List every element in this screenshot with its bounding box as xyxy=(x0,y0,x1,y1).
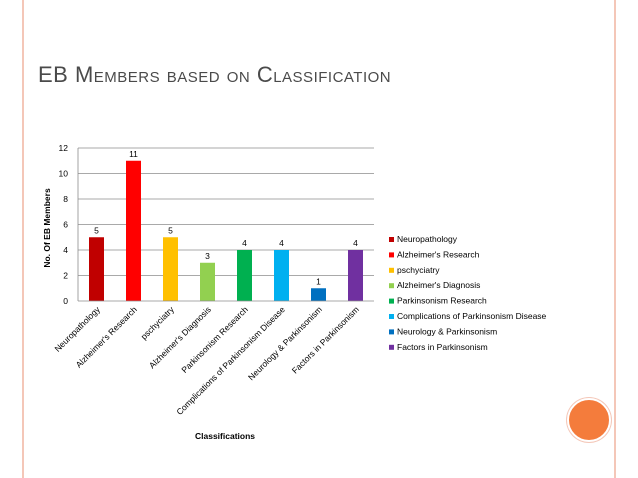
legend-label: Parkinsonism Research xyxy=(397,296,487,306)
slide-title: EB Members based on Classification xyxy=(38,62,392,87)
legend-swatch xyxy=(389,314,394,319)
x-tick-label: Factors in Parkinsonism xyxy=(290,304,361,375)
y-tick-label: 8 xyxy=(63,194,68,204)
legend-swatch xyxy=(389,237,394,242)
bar xyxy=(163,237,178,301)
y-tick-label: 6 xyxy=(63,220,68,230)
bar xyxy=(126,160,141,301)
data-label: 5 xyxy=(94,225,99,235)
legend-label: Alzheimer's Research xyxy=(397,249,480,259)
legend-label: pschyciatry xyxy=(397,265,440,275)
legend-label: Neuropathology xyxy=(397,234,458,244)
x-tick-label: pschyciatry xyxy=(139,304,177,342)
y-axis-label: No. Of EB Members xyxy=(42,188,52,268)
y-tick-label: 12 xyxy=(59,143,69,153)
bar xyxy=(89,237,104,301)
slide-left-border xyxy=(0,0,24,478)
bar xyxy=(237,250,252,301)
x-tick-label: Alzheimer's Diagnosis xyxy=(147,304,213,370)
legend-swatch xyxy=(389,344,394,350)
y-tick-label: 4 xyxy=(63,245,68,255)
legend-swatch xyxy=(389,267,394,273)
slide-right-border xyxy=(614,0,638,478)
y-tick-label: 10 xyxy=(59,169,69,179)
legend-label: Alzheimer's Diagnosis xyxy=(397,280,480,290)
data-label: 1 xyxy=(316,276,321,286)
decorative-orange-circle xyxy=(567,398,611,442)
x-tick-label: Parkinsonism Research xyxy=(179,304,250,375)
y-tick-label: 2 xyxy=(63,271,68,281)
data-label: 4 xyxy=(353,238,358,248)
bar xyxy=(311,288,326,301)
legend-label: Neurology & Parkinsonism xyxy=(397,326,497,336)
legend-swatch xyxy=(389,283,394,289)
legend-swatch xyxy=(389,298,394,304)
x-tick-label: Alzheimer's Research xyxy=(74,304,140,370)
data-label: 4 xyxy=(279,238,284,248)
legend-label: Factors in Parkinsonism xyxy=(397,342,488,352)
x-tick-label: Neurology & Parkinsonism xyxy=(246,304,324,382)
bar xyxy=(348,250,363,301)
legend-label: Complications of Parkinsonism Disease xyxy=(397,311,547,321)
y-tick-label: 0 xyxy=(63,296,68,306)
legend-swatch xyxy=(389,252,394,258)
x-axis-label: Classifications xyxy=(195,431,255,441)
bar xyxy=(200,262,215,301)
data-label: 4 xyxy=(242,238,247,248)
bar xyxy=(274,250,289,301)
data-label: 5 xyxy=(168,225,173,235)
data-label: 3 xyxy=(205,251,210,261)
legend-swatch xyxy=(389,329,394,335)
data-label: 11 xyxy=(129,149,138,159)
